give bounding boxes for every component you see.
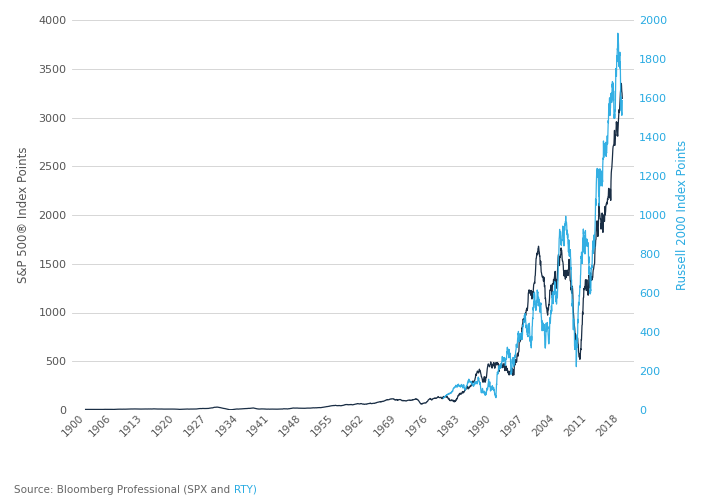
Text: Source: Bloomberg Professional (SPX and: Source: Bloomberg Professional (SPX and bbox=[14, 485, 234, 495]
Y-axis label: S&P 500® Index Points: S&P 500® Index Points bbox=[17, 147, 30, 283]
Text: RTY): RTY) bbox=[234, 485, 256, 495]
Y-axis label: Russell 2000 Index Points: Russell 2000 Index Points bbox=[675, 140, 688, 290]
